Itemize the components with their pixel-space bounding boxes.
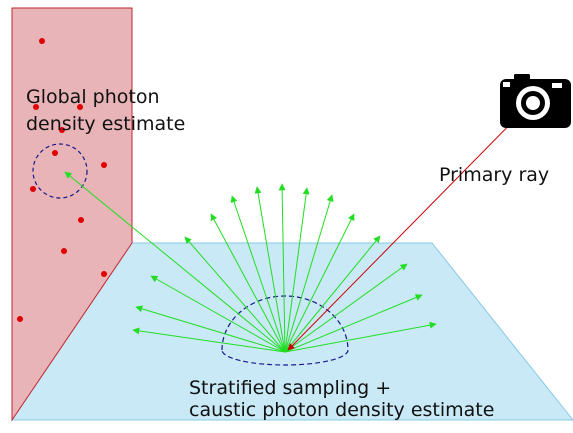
sample-rays <box>64 171 437 353</box>
sample-ray <box>284 213 355 353</box>
primary-ray-label: Primary ray <box>439 164 549 186</box>
photon-dot <box>78 217 84 223</box>
photon-dot <box>101 271 107 277</box>
sample-ray <box>135 305 286 353</box>
sample-ray <box>230 195 286 353</box>
photon-dot <box>17 316 23 322</box>
photon-dot <box>61 248 67 254</box>
global-density-circle <box>32 143 88 199</box>
sample-ray <box>284 321 437 353</box>
photon-dot <box>39 38 45 44</box>
sample-ray <box>150 275 286 353</box>
wall-plane <box>11 7 133 422</box>
stratified-label-line1: Stratified sampling + <box>189 377 391 399</box>
sample-ray <box>284 263 408 353</box>
photon-dots <box>17 38 107 322</box>
photon-dot <box>30 186 36 192</box>
sample-ray <box>284 187 310 353</box>
photon-dot <box>59 127 65 133</box>
sample-ray <box>278 183 286 353</box>
photon-dot <box>101 162 107 168</box>
sample-ray <box>284 194 334 353</box>
photon-dot <box>52 150 58 156</box>
caustic-hemisphere <box>221 295 349 366</box>
sample-ray <box>254 186 286 353</box>
primary-ray <box>287 101 533 351</box>
sample-ray <box>210 213 286 353</box>
sample-ray <box>284 235 381 353</box>
stratified-label-line2: caustic photon density estimate <box>189 399 494 421</box>
global-photon-label-line1: Global photon <box>26 86 160 108</box>
global-photon-label-line2: density estimate <box>26 113 185 135</box>
sample-ray <box>132 327 286 353</box>
camera-icon <box>500 74 571 128</box>
sample-ray-to-wall <box>64 171 286 353</box>
photon-dot <box>33 104 39 110</box>
sample-ray <box>284 294 423 353</box>
sample-ray <box>184 236 286 353</box>
photon-dot <box>77 104 83 110</box>
